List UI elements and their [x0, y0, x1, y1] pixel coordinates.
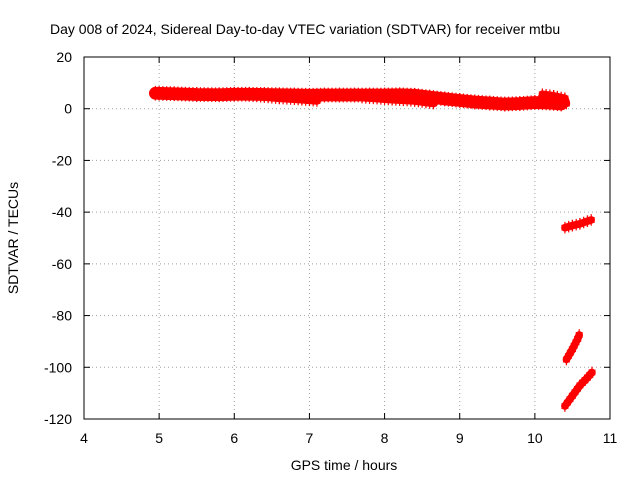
x-tick-label: 5 — [155, 430, 163, 446]
series-dip-near-7 — [245, 90, 321, 107]
series-segment-b — [562, 329, 583, 366]
y-tick-label: -120 — [44, 411, 72, 427]
x-tick-label: 9 — [456, 430, 464, 446]
x-tick-label: 8 — [381, 430, 389, 446]
y-axis-label: SDTVAR / TECUs — [5, 182, 21, 294]
y-tick-label: -60 — [52, 256, 72, 272]
x-tick-labels: 4 5 6 7 8 9 10 11 — [80, 430, 617, 446]
x-axis-label: GPS time / hours — [291, 457, 398, 473]
series-end-segment — [538, 88, 571, 110]
series-segment-c — [561, 366, 596, 412]
x-tick-label: 6 — [230, 430, 238, 446]
x-tick-label: 11 — [603, 430, 618, 446]
y-tick-label: -100 — [44, 359, 72, 375]
y-tick-label: -20 — [52, 152, 72, 168]
x-tick-label: 7 — [306, 430, 314, 446]
series-lower-edge-8-8.7 — [358, 91, 438, 110]
plot-frame — [83, 56, 611, 420]
data-layer — [149, 85, 596, 412]
x-tick-label: 10 — [527, 430, 543, 446]
grid — [84, 57, 610, 419]
chart-title: Day 008 of 2024, Sidereal Day-to-day VTE… — [50, 21, 560, 37]
series-segment-a — [561, 214, 596, 234]
series-main-track — [149, 85, 568, 112]
y-tick-label: 20 — [56, 49, 72, 65]
y-tick-labels: 20 0 -20 -40 -60 -80 -100 -120 — [44, 49, 72, 427]
y-tick-label: -80 — [52, 308, 72, 324]
axis-ticks — [83, 56, 611, 420]
y-tick-label: -40 — [52, 204, 72, 220]
x-tick-label: 4 — [80, 430, 88, 446]
y-tick-label: 0 — [64, 101, 72, 117]
